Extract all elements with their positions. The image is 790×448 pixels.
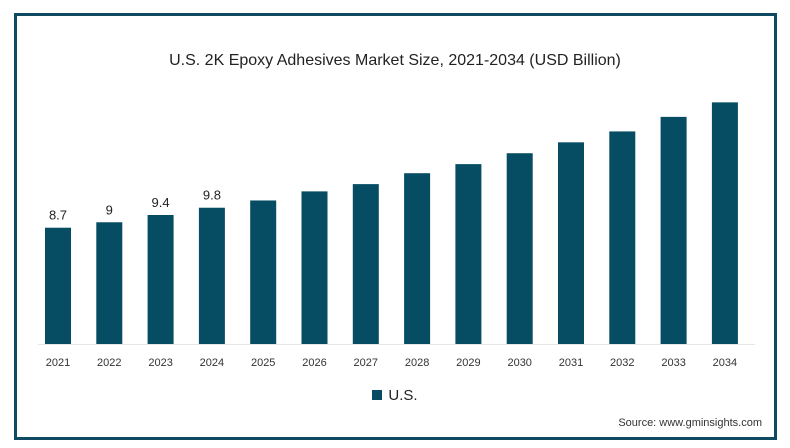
- bar-2026: [301, 191, 328, 344]
- x-tick-label: 2031: [559, 357, 583, 369]
- legend: U.S.: [0, 387, 790, 404]
- legend-label: U.S.: [388, 387, 418, 404]
- bar-2027: [352, 184, 379, 344]
- bar-2025: [250, 200, 277, 344]
- bar-2031: [558, 142, 584, 344]
- x-tick-label: 2029: [456, 357, 480, 369]
- data-label: 8.7: [49, 208, 67, 223]
- x-tick-label: 2030: [507, 357, 531, 369]
- data-label: 9.8: [203, 188, 221, 203]
- bar-2022: [96, 222, 123, 344]
- bar-2032: [609, 131, 636, 344]
- chart-title: U.S. 2K Epoxy Adhesives Market Size, 202…: [169, 52, 621, 69]
- data-label: 9.4: [152, 195, 170, 210]
- data-label: 9: [106, 202, 113, 217]
- x-tick-label: 2025: [251, 357, 275, 369]
- x-tick-label: 2023: [148, 357, 172, 369]
- legend-swatch: [372, 390, 383, 400]
- source-note: Source: www.gminsights.com: [618, 417, 762, 429]
- chart-frame: [14, 13, 777, 440]
- x-tick-label: 2028: [405, 357, 429, 369]
- x-tick-label: 2034: [713, 357, 737, 369]
- x-tick-label: 2021: [46, 357, 70, 369]
- x-tick-label: 2032: [610, 357, 634, 369]
- x-tick-label: 2027: [354, 357, 378, 369]
- bar-2030: [506, 153, 533, 344]
- bar-2034: [711, 102, 738, 344]
- bar-2021: [45, 227, 71, 344]
- bar-2028: [404, 173, 431, 344]
- bar-2024: [198, 207, 225, 344]
- bar-2023: [147, 215, 174, 344]
- bar-2033: [660, 116, 687, 344]
- x-tick-label: 2026: [302, 357, 326, 369]
- x-tick-label: 2033: [661, 357, 685, 369]
- x-tick-label: 2022: [97, 357, 121, 369]
- bar-2029: [455, 164, 482, 344]
- x-tick-label: 2024: [200, 357, 224, 369]
